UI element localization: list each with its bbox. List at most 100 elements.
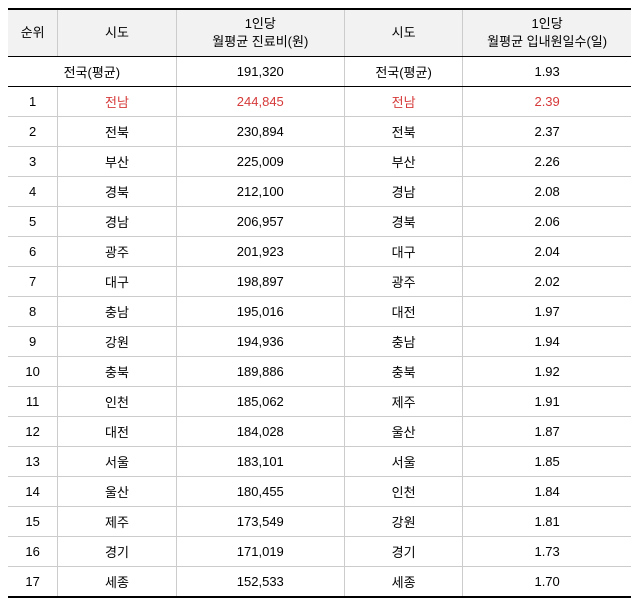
table-row: 10충북189,886충북1.92 [8, 357, 631, 387]
cell-sido-cost: 강원 [58, 327, 176, 357]
cell-sido-days: 충북 [344, 357, 462, 387]
table-row: 12대전184,028울산1.87 [8, 417, 631, 447]
cell-cost: 212,100 [176, 177, 344, 207]
cell-sido-cost: 대구 [58, 267, 176, 297]
table-row: 3부산225,009부산2.26 [8, 147, 631, 177]
cell-sido-cost: 경남 [58, 207, 176, 237]
cell-rank: 8 [8, 297, 58, 327]
cell-rank: 2 [8, 117, 58, 147]
cell-cost: 206,957 [176, 207, 344, 237]
cell-rank: 4 [8, 177, 58, 207]
cell-cost: 244,845 [176, 87, 344, 117]
cell-sido-days: 광주 [344, 267, 462, 297]
cell-days: 2.26 [463, 147, 631, 177]
table-row: 14울산180,455인천1.84 [8, 477, 631, 507]
cell-sido-days: 전남 [344, 87, 462, 117]
cell-rank: 7 [8, 267, 58, 297]
cell-sido-cost: 전남 [58, 87, 176, 117]
table-row: 11인천185,062제주1.91 [8, 387, 631, 417]
cell-sido-cost: 전북 [58, 117, 176, 147]
cell-days: 1.70 [463, 567, 631, 598]
cell-sido-cost: 인천 [58, 387, 176, 417]
header-rank: 순위 [8, 9, 58, 57]
table-row: 9강원194,936충남1.94 [8, 327, 631, 357]
cell-cost: 198,897 [176, 267, 344, 297]
cell-sido-cost: 세종 [58, 567, 176, 598]
cell-rank: 11 [8, 387, 58, 417]
cell-rank: 13 [8, 447, 58, 477]
cell-cost: 189,886 [176, 357, 344, 387]
table-body: 전국(평균)191,320전국(평균)1.931전남244,845전남2.392… [8, 57, 631, 598]
cell-sido-days: 경남 [344, 177, 462, 207]
cell-rank: 12 [8, 417, 58, 447]
cell-cost: 184,028 [176, 417, 344, 447]
avg-cost: 191,320 [176, 57, 344, 87]
cell-days: 1.97 [463, 297, 631, 327]
cell-cost: 180,455 [176, 477, 344, 507]
cell-sido-days: 세종 [344, 567, 462, 598]
cell-cost: 194,936 [176, 327, 344, 357]
cell-days: 2.02 [463, 267, 631, 297]
table-row: 4경북212,100경남2.08 [8, 177, 631, 207]
cell-days: 1.91 [463, 387, 631, 417]
table-row: 17세종152,533세종1.70 [8, 567, 631, 598]
table-row: 15제주173,549강원1.81 [8, 507, 631, 537]
cell-cost: 230,894 [176, 117, 344, 147]
cell-days: 2.06 [463, 207, 631, 237]
cell-days: 2.39 [463, 87, 631, 117]
cell-sido-days: 대전 [344, 297, 462, 327]
header-sido-days: 시도 [344, 9, 462, 57]
table-row: 8충남195,016대전1.97 [8, 297, 631, 327]
table-row: 7대구198,897광주2.02 [8, 267, 631, 297]
cell-cost: 195,016 [176, 297, 344, 327]
cell-cost: 183,101 [176, 447, 344, 477]
cell-cost: 185,062 [176, 387, 344, 417]
table-row: 6광주201,923대구2.04 [8, 237, 631, 267]
table-header: 순위 시도 1인당월평균 진료비(원) 시도 1인당월평균 입내원일수(일) [8, 9, 631, 57]
cell-sido-cost: 부산 [58, 147, 176, 177]
cell-sido-cost: 서울 [58, 447, 176, 477]
cell-days: 2.08 [463, 177, 631, 207]
cell-days: 1.94 [463, 327, 631, 357]
cell-sido-cost: 경북 [58, 177, 176, 207]
cell-rank: 16 [8, 537, 58, 567]
cell-days: 1.84 [463, 477, 631, 507]
cell-rank: 15 [8, 507, 58, 537]
cell-sido-cost: 대전 [58, 417, 176, 447]
cell-sido-days: 부산 [344, 147, 462, 177]
cell-sido-days: 강원 [344, 507, 462, 537]
cell-days: 1.85 [463, 447, 631, 477]
avg-label-cost: 전국(평균) [8, 57, 176, 87]
cell-sido-days: 제주 [344, 387, 462, 417]
table-row: 2전북230,894전북2.37 [8, 117, 631, 147]
cell-sido-days: 인천 [344, 477, 462, 507]
cell-sido-cost: 울산 [58, 477, 176, 507]
header-sido-cost: 시도 [58, 9, 176, 57]
data-table: 순위 시도 1인당월평균 진료비(원) 시도 1인당월평균 입내원일수(일) 전… [8, 8, 631, 598]
cell-sido-cost: 광주 [58, 237, 176, 267]
table-row: 16경기171,019경기1.73 [8, 537, 631, 567]
cell-cost: 225,009 [176, 147, 344, 177]
cell-rank: 9 [8, 327, 58, 357]
cell-sido-days: 충남 [344, 327, 462, 357]
cell-sido-days: 전북 [344, 117, 462, 147]
cell-days: 1.73 [463, 537, 631, 567]
cell-rank: 1 [8, 87, 58, 117]
cell-rank: 14 [8, 477, 58, 507]
cell-rank: 10 [8, 357, 58, 387]
avg-label-days: 전국(평균) [344, 57, 462, 87]
cell-sido-cost: 경기 [58, 537, 176, 567]
table-row: 1전남244,845전남2.39 [8, 87, 631, 117]
cell-rank: 17 [8, 567, 58, 598]
cell-cost: 152,533 [176, 567, 344, 598]
cell-sido-cost: 제주 [58, 507, 176, 537]
cell-rank: 5 [8, 207, 58, 237]
cell-days: 1.81 [463, 507, 631, 537]
cell-sido-days: 경북 [344, 207, 462, 237]
cell-days: 2.37 [463, 117, 631, 147]
cell-sido-days: 서울 [344, 447, 462, 477]
table-row: 5경남206,957경북2.06 [8, 207, 631, 237]
cell-sido-cost: 충북 [58, 357, 176, 387]
cell-rank: 3 [8, 147, 58, 177]
avg-days: 1.93 [463, 57, 631, 87]
